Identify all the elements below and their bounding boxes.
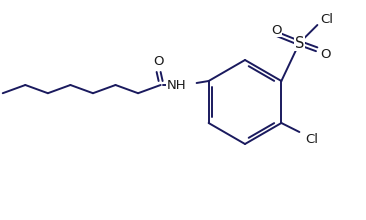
- Text: O: O: [271, 24, 281, 37]
- Text: O: O: [320, 48, 330, 60]
- Text: Cl: Cl: [305, 132, 318, 145]
- Text: NH: NH: [167, 79, 187, 92]
- Text: Cl: Cl: [320, 13, 333, 26]
- Text: O: O: [153, 55, 164, 68]
- Text: S: S: [295, 35, 304, 51]
